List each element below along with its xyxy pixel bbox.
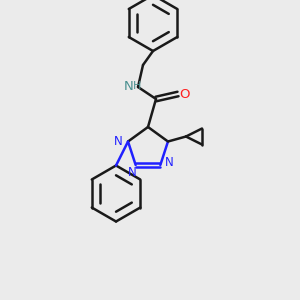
Text: N: N: [165, 157, 174, 169]
Text: O: O: [180, 88, 190, 100]
Text: N: N: [128, 167, 137, 179]
Text: N: N: [124, 80, 134, 92]
Text: H: H: [133, 81, 141, 91]
Text: N: N: [114, 135, 122, 148]
